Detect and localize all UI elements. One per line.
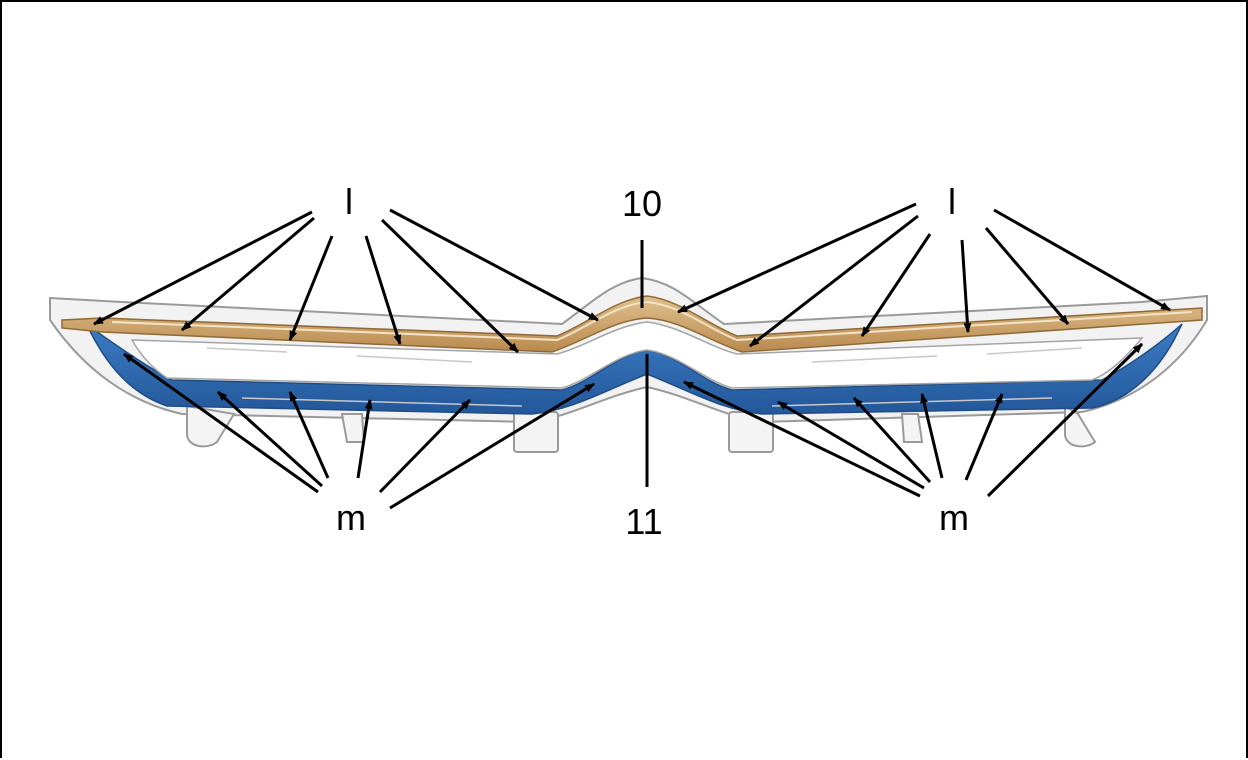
- arrows-m-right: [683, 342, 1144, 498]
- upper-strip: [61, 295, 1203, 353]
- callout-l-left: l: [345, 181, 353, 222]
- callout-part-10: 10: [621, 183, 663, 224]
- grille-body: [130, 321, 1144, 389]
- callout-l-right: l: [948, 181, 956, 222]
- upper-strip-highlight: [111, 300, 1193, 342]
- arrows-l-right: [677, 202, 1171, 348]
- grille-slots: [206, 347, 1083, 407]
- callout-m-right: m: [939, 497, 969, 538]
- arrows-l-left: [93, 208, 599, 354]
- callout-part-11: 11: [625, 501, 663, 542]
- callout-m-left: m: [336, 497, 366, 538]
- arrows-m-left: [123, 352, 595, 510]
- lower-strip: [85, 322, 1183, 415]
